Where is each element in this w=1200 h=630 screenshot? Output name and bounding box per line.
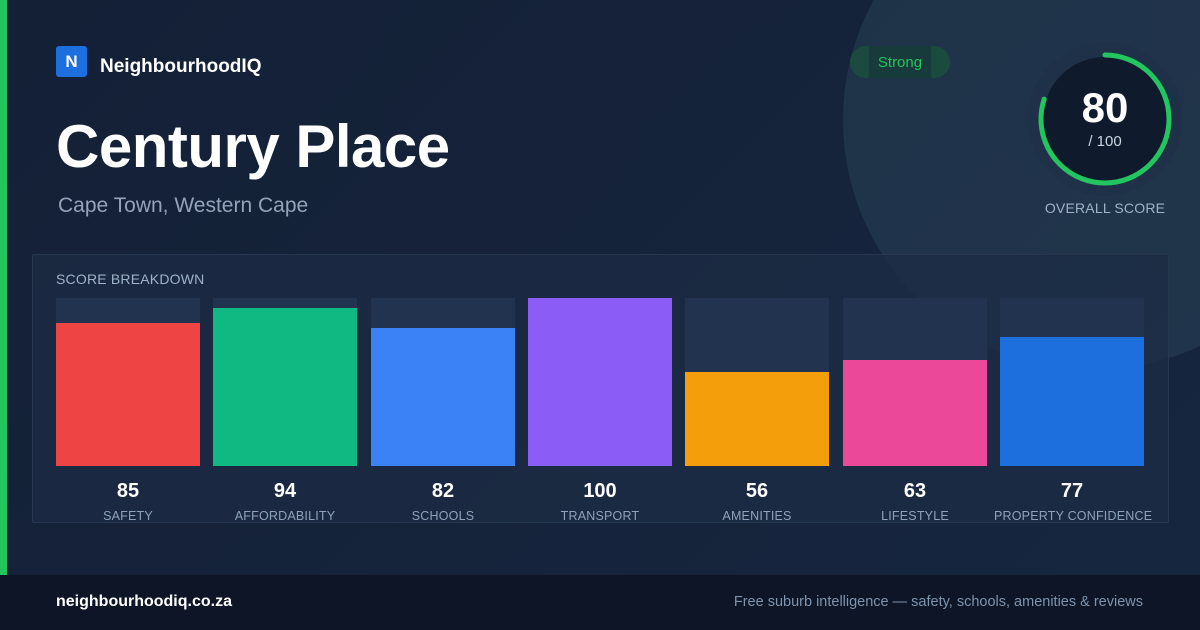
bar-value: 56 — [745, 480, 769, 502]
rating-badge: Strong — [850, 46, 950, 78]
bar-value: 63 — [903, 480, 927, 502]
score-ring-progress — [1038, 52, 1172, 186]
bar-value: 100 — [583, 480, 617, 502]
suburb-title: Century Place — [56, 113, 450, 180]
overall-score-label: OVERALL SCORE — [1044, 200, 1166, 216]
bar-fill — [213, 308, 357, 466]
footer-tagline: Free suburb intelligence — safety, schoo… — [733, 594, 1143, 610]
bar-track — [213, 298, 357, 466]
bar-track — [528, 298, 672, 466]
overall-score-ring — [1028, 42, 1182, 196]
bar-track — [56, 298, 200, 466]
bar-track — [685, 298, 829, 466]
overall-score-value: 80 — [1081, 84, 1129, 131]
bar-track — [843, 298, 987, 466]
bar-value: 85 — [116, 480, 140, 502]
footer-url[interactable]: neighbourhoodiq.co.za — [56, 593, 232, 610]
bar-label: LIFESTYLE — [881, 509, 949, 523]
brand-logo-icon: N — [56, 46, 87, 77]
suburb-location: Cape Town, Western Cape — [58, 194, 309, 217]
accent-bar — [0, 0, 7, 575]
bar-value: 94 — [273, 480, 297, 502]
bar-label: PROPERTY CONFIDENCE — [994, 509, 1153, 523]
bar-label: SCHOOLS — [411, 509, 475, 523]
bar-fill — [528, 298, 672, 466]
bar-fill — [371, 328, 515, 466]
bar-value: 82 — [431, 480, 455, 502]
score-breakdown-title: SCORE BREAKDOWN — [56, 271, 205, 287]
bar-value: 77 — [1060, 480, 1084, 502]
bar-track — [371, 298, 515, 466]
bar-fill — [1000, 337, 1144, 466]
brand-name: NeighbourhoodIQ — [100, 56, 262, 77]
footer — [0, 575, 1200, 630]
bar-label: AFFORDABILITY — [234, 509, 336, 523]
bar-fill — [56, 323, 200, 466]
bar-fill — [843, 360, 987, 466]
bar-fill — [685, 372, 829, 466]
overall-score-max: / 100 — [1088, 133, 1122, 150]
bar-track — [1000, 298, 1144, 466]
bar-label: AMENITIES — [722, 509, 792, 523]
bar-label: TRANSPORT — [560, 509, 640, 523]
bar-label: SAFETY — [103, 509, 153, 523]
